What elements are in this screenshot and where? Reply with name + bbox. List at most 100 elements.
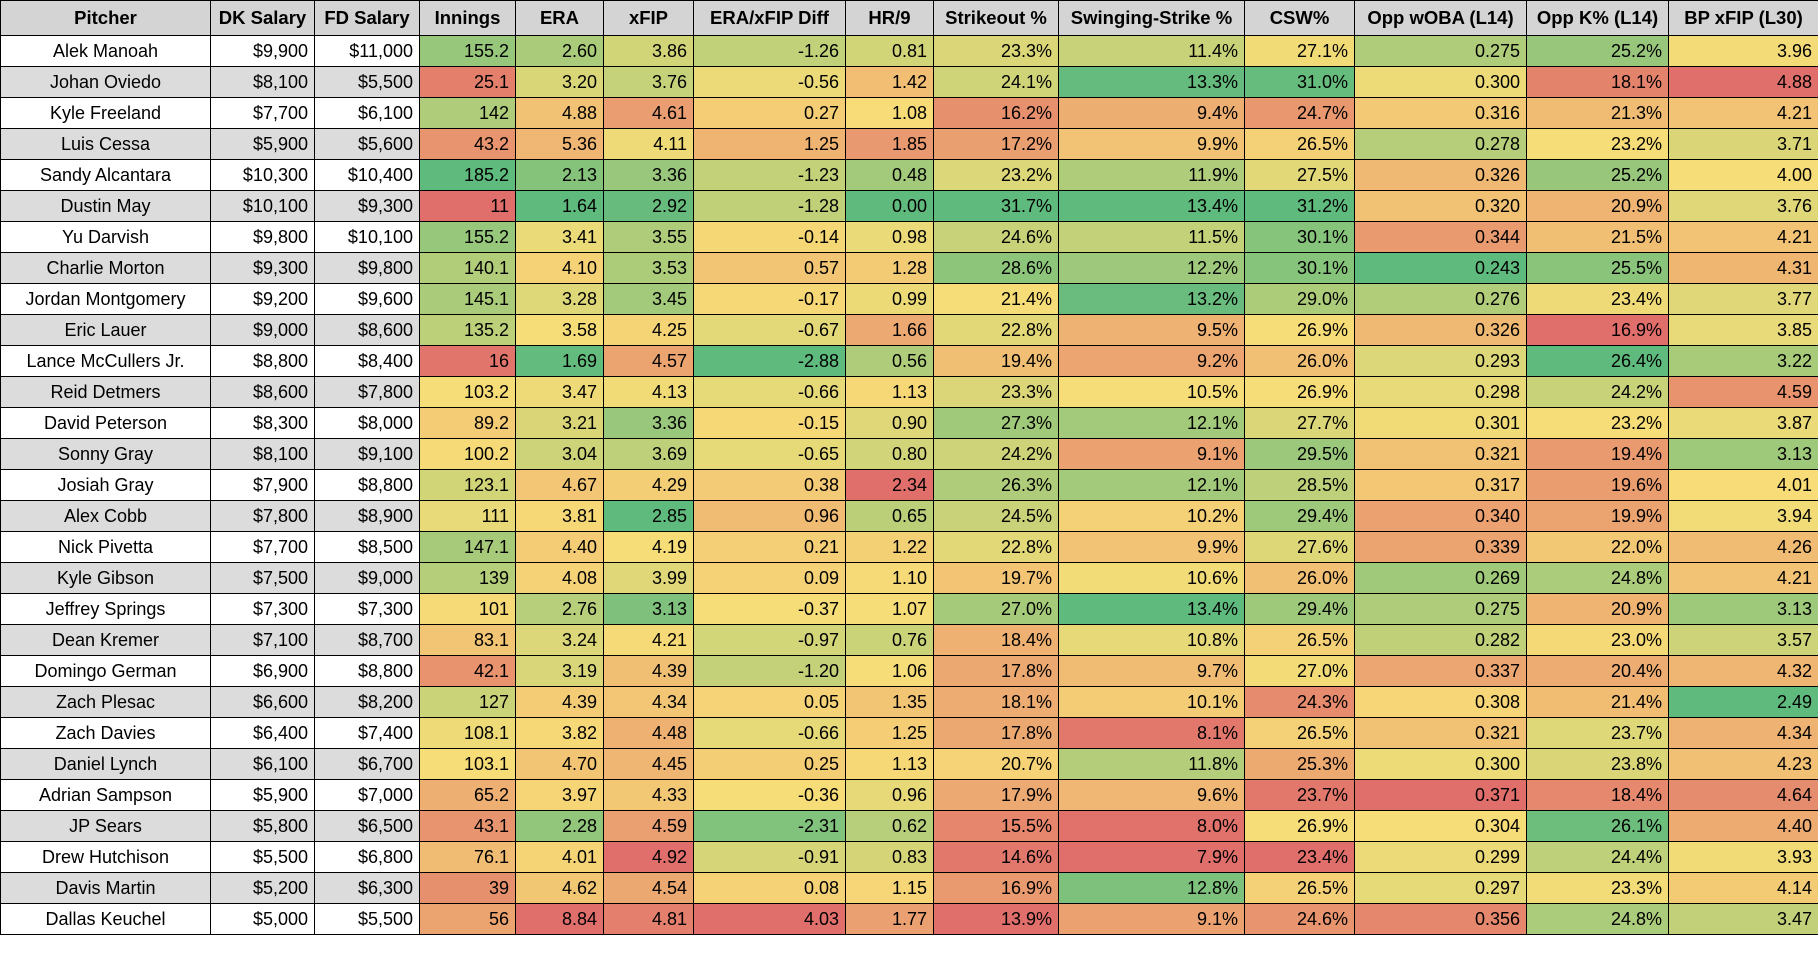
stat-cell[interactable]: 3.55 (603, 221, 694, 253)
stat-cell[interactable]: 25.1 (419, 66, 516, 98)
stat-cell[interactable]: 24.1% (933, 66, 1059, 98)
stat-cell[interactable]: 13.3% (1058, 66, 1245, 98)
stat-cell[interactable]: -1.20 (693, 655, 846, 687)
stat-cell[interactable]: 4.19 (603, 531, 694, 563)
pitcher-name-cell[interactable]: Zach Davies (0, 717, 211, 749)
stat-cell[interactable]: -0.14 (693, 221, 846, 253)
column-header[interactable]: CSW% (1244, 0, 1355, 36)
stat-cell[interactable]: 0.05 (693, 686, 846, 718)
stat-cell[interactable]: 24.2% (933, 438, 1059, 470)
stat-cell[interactable]: 4.34 (603, 686, 694, 718)
stat-cell[interactable]: 108.1 (419, 717, 516, 749)
stat-cell[interactable]: 9.1% (1058, 438, 1245, 470)
stat-cell[interactable]: 9.1% (1058, 903, 1245, 935)
stat-cell[interactable]: 0.321 (1354, 717, 1527, 749)
stat-cell[interactable]: -0.97 (693, 624, 846, 656)
table-row[interactable]: Zach Davies $6,400 $7,400 108.1 3.82 4.48 -0.6… (0, 717, 1818, 749)
stat-cell[interactable]: $7,400 (314, 717, 420, 749)
stat-cell[interactable]: 4.23 (1668, 748, 1818, 780)
stat-cell[interactable]: 3.04 (515, 438, 604, 470)
stat-cell[interactable]: 100.2 (419, 438, 516, 470)
stat-cell[interactable]: 2.92 (603, 190, 694, 222)
stat-cell[interactable]: 127 (419, 686, 516, 718)
stat-cell[interactable]: $8,800 (314, 469, 420, 501)
stat-cell[interactable]: 0.57 (693, 252, 846, 284)
pitcher-name-cell[interactable]: Josiah Gray (0, 469, 211, 501)
stat-cell[interactable]: 27.7% (1244, 407, 1355, 439)
stat-cell[interactable]: $9,600 (314, 283, 420, 315)
stat-cell[interactable]: 0.300 (1354, 748, 1527, 780)
stat-cell[interactable]: $10,100 (314, 221, 420, 253)
table-row[interactable]: Alex Cobb $7,800 $8,900 111 3.81 2.85 0.96 0.65… (0, 500, 1818, 532)
stat-cell[interactable]: 145.1 (419, 283, 516, 315)
table-row[interactable]: Luis Cessa $5,900 $5,600 43.2 5.36 4.11 1.25 1.… (0, 128, 1818, 160)
stat-cell[interactable]: $5,600 (314, 128, 420, 160)
pitcher-name-cell[interactable]: Davis Martin (0, 872, 211, 904)
stat-cell[interactable]: 13.2% (1058, 283, 1245, 315)
stat-cell[interactable]: 16.2% (933, 97, 1059, 129)
stat-cell[interactable]: 25.2% (1526, 35, 1669, 67)
stat-cell[interactable]: 43.1 (419, 810, 516, 842)
stat-cell[interactable]: 26.9% (1244, 314, 1355, 346)
stat-cell[interactable]: 14.6% (933, 841, 1059, 873)
stat-cell[interactable]: 1.07 (845, 593, 934, 625)
stat-cell[interactable]: 0.269 (1354, 562, 1527, 594)
stat-cell[interactable]: 0.293 (1354, 345, 1527, 377)
stat-cell[interactable]: 27.0% (933, 593, 1059, 625)
stat-cell[interactable]: 4.40 (1668, 810, 1818, 842)
stat-cell[interactable]: 9.6% (1058, 779, 1245, 811)
table-row[interactable]: Sandy Alcantara $10,300 $10,400 185.2 2.13 3.… (0, 159, 1818, 191)
stat-cell[interactable]: 0.00 (845, 190, 934, 222)
stat-cell[interactable]: $5,500 (314, 66, 420, 98)
stat-cell[interactable]: $7,300 (314, 593, 420, 625)
stat-cell[interactable]: $6,100 (210, 748, 315, 780)
stat-cell[interactable]: 0.80 (845, 438, 934, 470)
table-row[interactable]: Charlie Morton $9,300 $9,800 140.1 4.10 3.53 0… (0, 252, 1818, 284)
stat-cell[interactable]: 0.276 (1354, 283, 1527, 315)
stat-cell[interactable]: 24.6% (1244, 903, 1355, 935)
stat-cell[interactable]: 101 (419, 593, 516, 625)
column-header[interactable]: DK Salary (210, 0, 315, 36)
stat-cell[interactable]: $6,400 (210, 717, 315, 749)
table-row[interactable]: Lance McCullers Jr. $8,800 $8,400 16 1.69 4.5… (0, 345, 1818, 377)
stat-cell[interactable]: 10.1% (1058, 686, 1245, 718)
stat-cell[interactable]: 24.5% (933, 500, 1059, 532)
stat-cell[interactable]: 4.31 (1668, 252, 1818, 284)
stat-cell[interactable]: $9,800 (314, 252, 420, 284)
stat-cell[interactable]: 24.8% (1526, 903, 1669, 935)
table-row[interactable]: Kyle Gibson $7,500 $9,000 139 4.08 3.99 0.09 1.… (0, 562, 1818, 594)
stat-cell[interactable]: 4.26 (1668, 531, 1818, 563)
table-row[interactable]: Johan Oviedo $8,100 $5,500 25.1 3.20 3.76 -0.5… (0, 66, 1818, 98)
stat-cell[interactable]: 12.8% (1058, 872, 1245, 904)
stat-cell[interactable]: $9,000 (314, 562, 420, 594)
stat-cell[interactable]: 3.19 (515, 655, 604, 687)
stat-cell[interactable]: 3.76 (603, 66, 694, 98)
stat-cell[interactable]: 139 (419, 562, 516, 594)
stat-cell[interactable]: 23.2% (1526, 128, 1669, 160)
stat-cell[interactable]: 10.6% (1058, 562, 1245, 594)
stat-cell[interactable]: -2.88 (693, 345, 846, 377)
stat-cell[interactable]: 30.1% (1244, 252, 1355, 284)
stat-cell[interactable]: $8,600 (314, 314, 420, 346)
stat-cell[interactable]: 3.47 (1668, 903, 1818, 935)
stat-cell[interactable]: 4.67 (515, 469, 604, 501)
stat-cell[interactable]: 65.2 (419, 779, 516, 811)
stat-cell[interactable]: 19.4% (933, 345, 1059, 377)
stat-cell[interactable]: 29.4% (1244, 500, 1355, 532)
stat-cell[interactable]: 0.243 (1354, 252, 1527, 284)
stat-cell[interactable]: 29.4% (1244, 593, 1355, 625)
stat-cell[interactable]: 31.2% (1244, 190, 1355, 222)
stat-cell[interactable]: 29.5% (1244, 438, 1355, 470)
table-row[interactable]: Davis Martin $5,200 $6,300 39 4.62 4.54 0.08 1.… (0, 872, 1818, 904)
table-row[interactable]: Reid Detmers $8,600 $7,800 103.2 3.47 4.13 -0.… (0, 376, 1818, 408)
column-header[interactable]: HR/9 (845, 0, 934, 36)
pitcher-name-cell[interactable]: Jeffrey Springs (0, 593, 211, 625)
pitcher-name-cell[interactable]: Luis Cessa (0, 128, 211, 160)
stat-cell[interactable]: $8,200 (314, 686, 420, 718)
stat-cell[interactable]: 3.58 (515, 314, 604, 346)
stat-cell[interactable]: 23.7% (1526, 717, 1669, 749)
pitcher-name-cell[interactable]: Dean Kremer (0, 624, 211, 656)
stat-cell[interactable]: $9,800 (210, 221, 315, 253)
stat-cell[interactable]: 18.1% (1526, 66, 1669, 98)
stat-cell[interactable]: 23.8% (1526, 748, 1669, 780)
